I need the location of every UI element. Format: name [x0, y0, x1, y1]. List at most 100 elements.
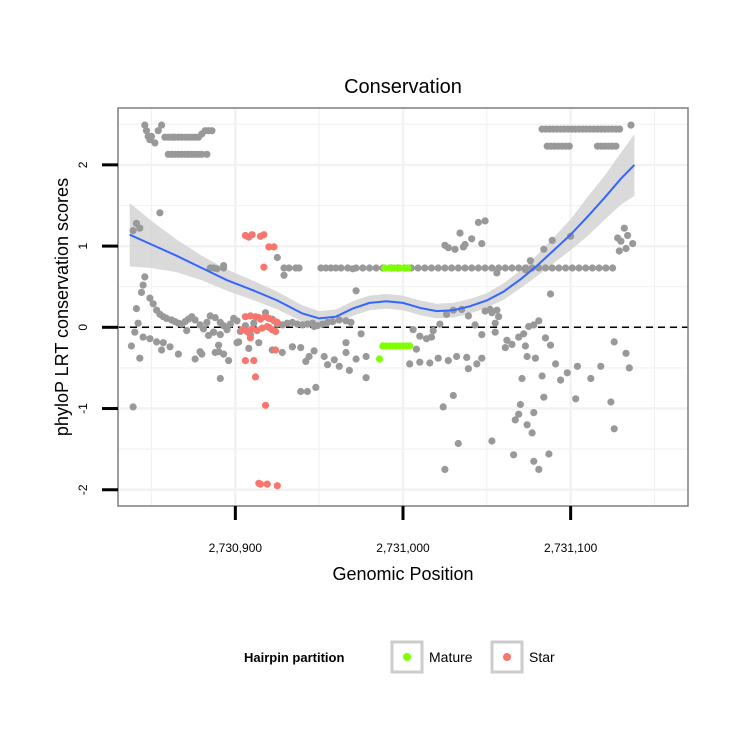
point-other — [427, 333, 436, 341]
point-other — [565, 142, 573, 150]
point-other — [582, 264, 590, 272]
chart-title: Conservation — [344, 76, 462, 98]
point-other — [137, 288, 146, 296]
point-other — [196, 348, 204, 356]
point-other — [562, 264, 570, 272]
point-other — [523, 352, 531, 361]
point-other — [324, 361, 332, 369]
point-other — [434, 354, 442, 362]
point-other — [359, 264, 367, 272]
point-other — [141, 121, 149, 129]
point-other — [541, 334, 550, 342]
point-other — [449, 391, 457, 400]
point-other — [203, 318, 211, 326]
point-star — [241, 357, 249, 365]
point-mature — [381, 264, 389, 272]
point-other — [146, 294, 154, 302]
point-other — [132, 305, 140, 313]
point-other — [441, 465, 449, 473]
point-other — [573, 362, 582, 370]
point-other — [597, 362, 605, 370]
point-other — [349, 265, 357, 273]
point-other — [156, 209, 164, 217]
point-other — [337, 264, 345, 272]
point-other — [211, 314, 219, 322]
point-other — [233, 339, 241, 347]
point-other — [332, 264, 340, 272]
point-other — [552, 360, 560, 368]
point-other — [129, 227, 137, 235]
x-tick-label: 2,730,900 — [209, 541, 263, 555]
point-other — [441, 264, 449, 272]
point-other — [305, 352, 313, 361]
point-other — [516, 400, 525, 409]
point-star — [273, 482, 281, 490]
point-other — [617, 237, 625, 245]
point-other — [427, 264, 436, 272]
point-other — [330, 356, 338, 364]
point-other — [488, 264, 496, 272]
point-mature — [386, 264, 394, 272]
point-other — [416, 332, 424, 340]
point-other — [474, 218, 482, 227]
point-other — [245, 344, 253, 352]
point-other — [191, 355, 199, 363]
point-other — [474, 264, 482, 272]
point-other — [454, 439, 462, 448]
point-other — [365, 264, 374, 272]
point-other — [548, 236, 556, 244]
point-other — [149, 300, 157, 308]
point-other — [215, 348, 223, 356]
point-other — [142, 127, 151, 135]
point-other — [203, 150, 211, 158]
point-star — [261, 401, 270, 409]
point-other — [568, 264, 576, 272]
point-other — [464, 365, 472, 373]
point-other — [587, 374, 595, 383]
point-other — [453, 352, 461, 361]
point-star — [260, 231, 268, 239]
point-other — [609, 264, 617, 272]
point-mature — [375, 355, 384, 363]
point-other — [508, 340, 516, 348]
legend-title: Hairpin partition — [244, 650, 344, 665]
point-other — [540, 393, 548, 401]
point-other — [158, 346, 166, 354]
point-star — [272, 346, 280, 354]
point-other — [473, 360, 481, 368]
point-other — [426, 359, 434, 367]
point-other — [491, 319, 499, 327]
point-other — [521, 342, 530, 350]
point-other — [530, 409, 538, 417]
point-other — [416, 358, 424, 366]
point-other — [461, 264, 469, 272]
point-other — [493, 269, 501, 277]
point-other — [444, 357, 452, 365]
point-other — [159, 339, 167, 347]
point-other — [531, 354, 540, 362]
point-other — [624, 231, 632, 240]
point-star — [263, 480, 271, 488]
point-other — [625, 364, 633, 372]
point-mature — [406, 342, 414, 350]
point-other — [347, 318, 355, 326]
point-other — [213, 265, 221, 273]
point-other — [166, 343, 174, 351]
y-tick-label: -1 — [76, 403, 90, 414]
point-other — [317, 264, 325, 272]
point-other — [362, 352, 370, 361]
point-other — [530, 321, 538, 329]
point-other — [199, 325, 208, 333]
point-other — [139, 333, 147, 341]
point-other — [434, 264, 442, 272]
smooth-trend-line — [129, 164, 636, 320]
point-other — [412, 345, 420, 353]
point-other — [215, 341, 223, 349]
point-other — [493, 306, 501, 314]
point-other — [588, 264, 597, 272]
point-other — [154, 127, 162, 135]
point-other — [233, 317, 241, 325]
x-axis: 2,730,900 2,731,000 2,731,100 — [209, 506, 598, 555]
point-other — [288, 343, 296, 351]
point-other — [528, 429, 536, 437]
